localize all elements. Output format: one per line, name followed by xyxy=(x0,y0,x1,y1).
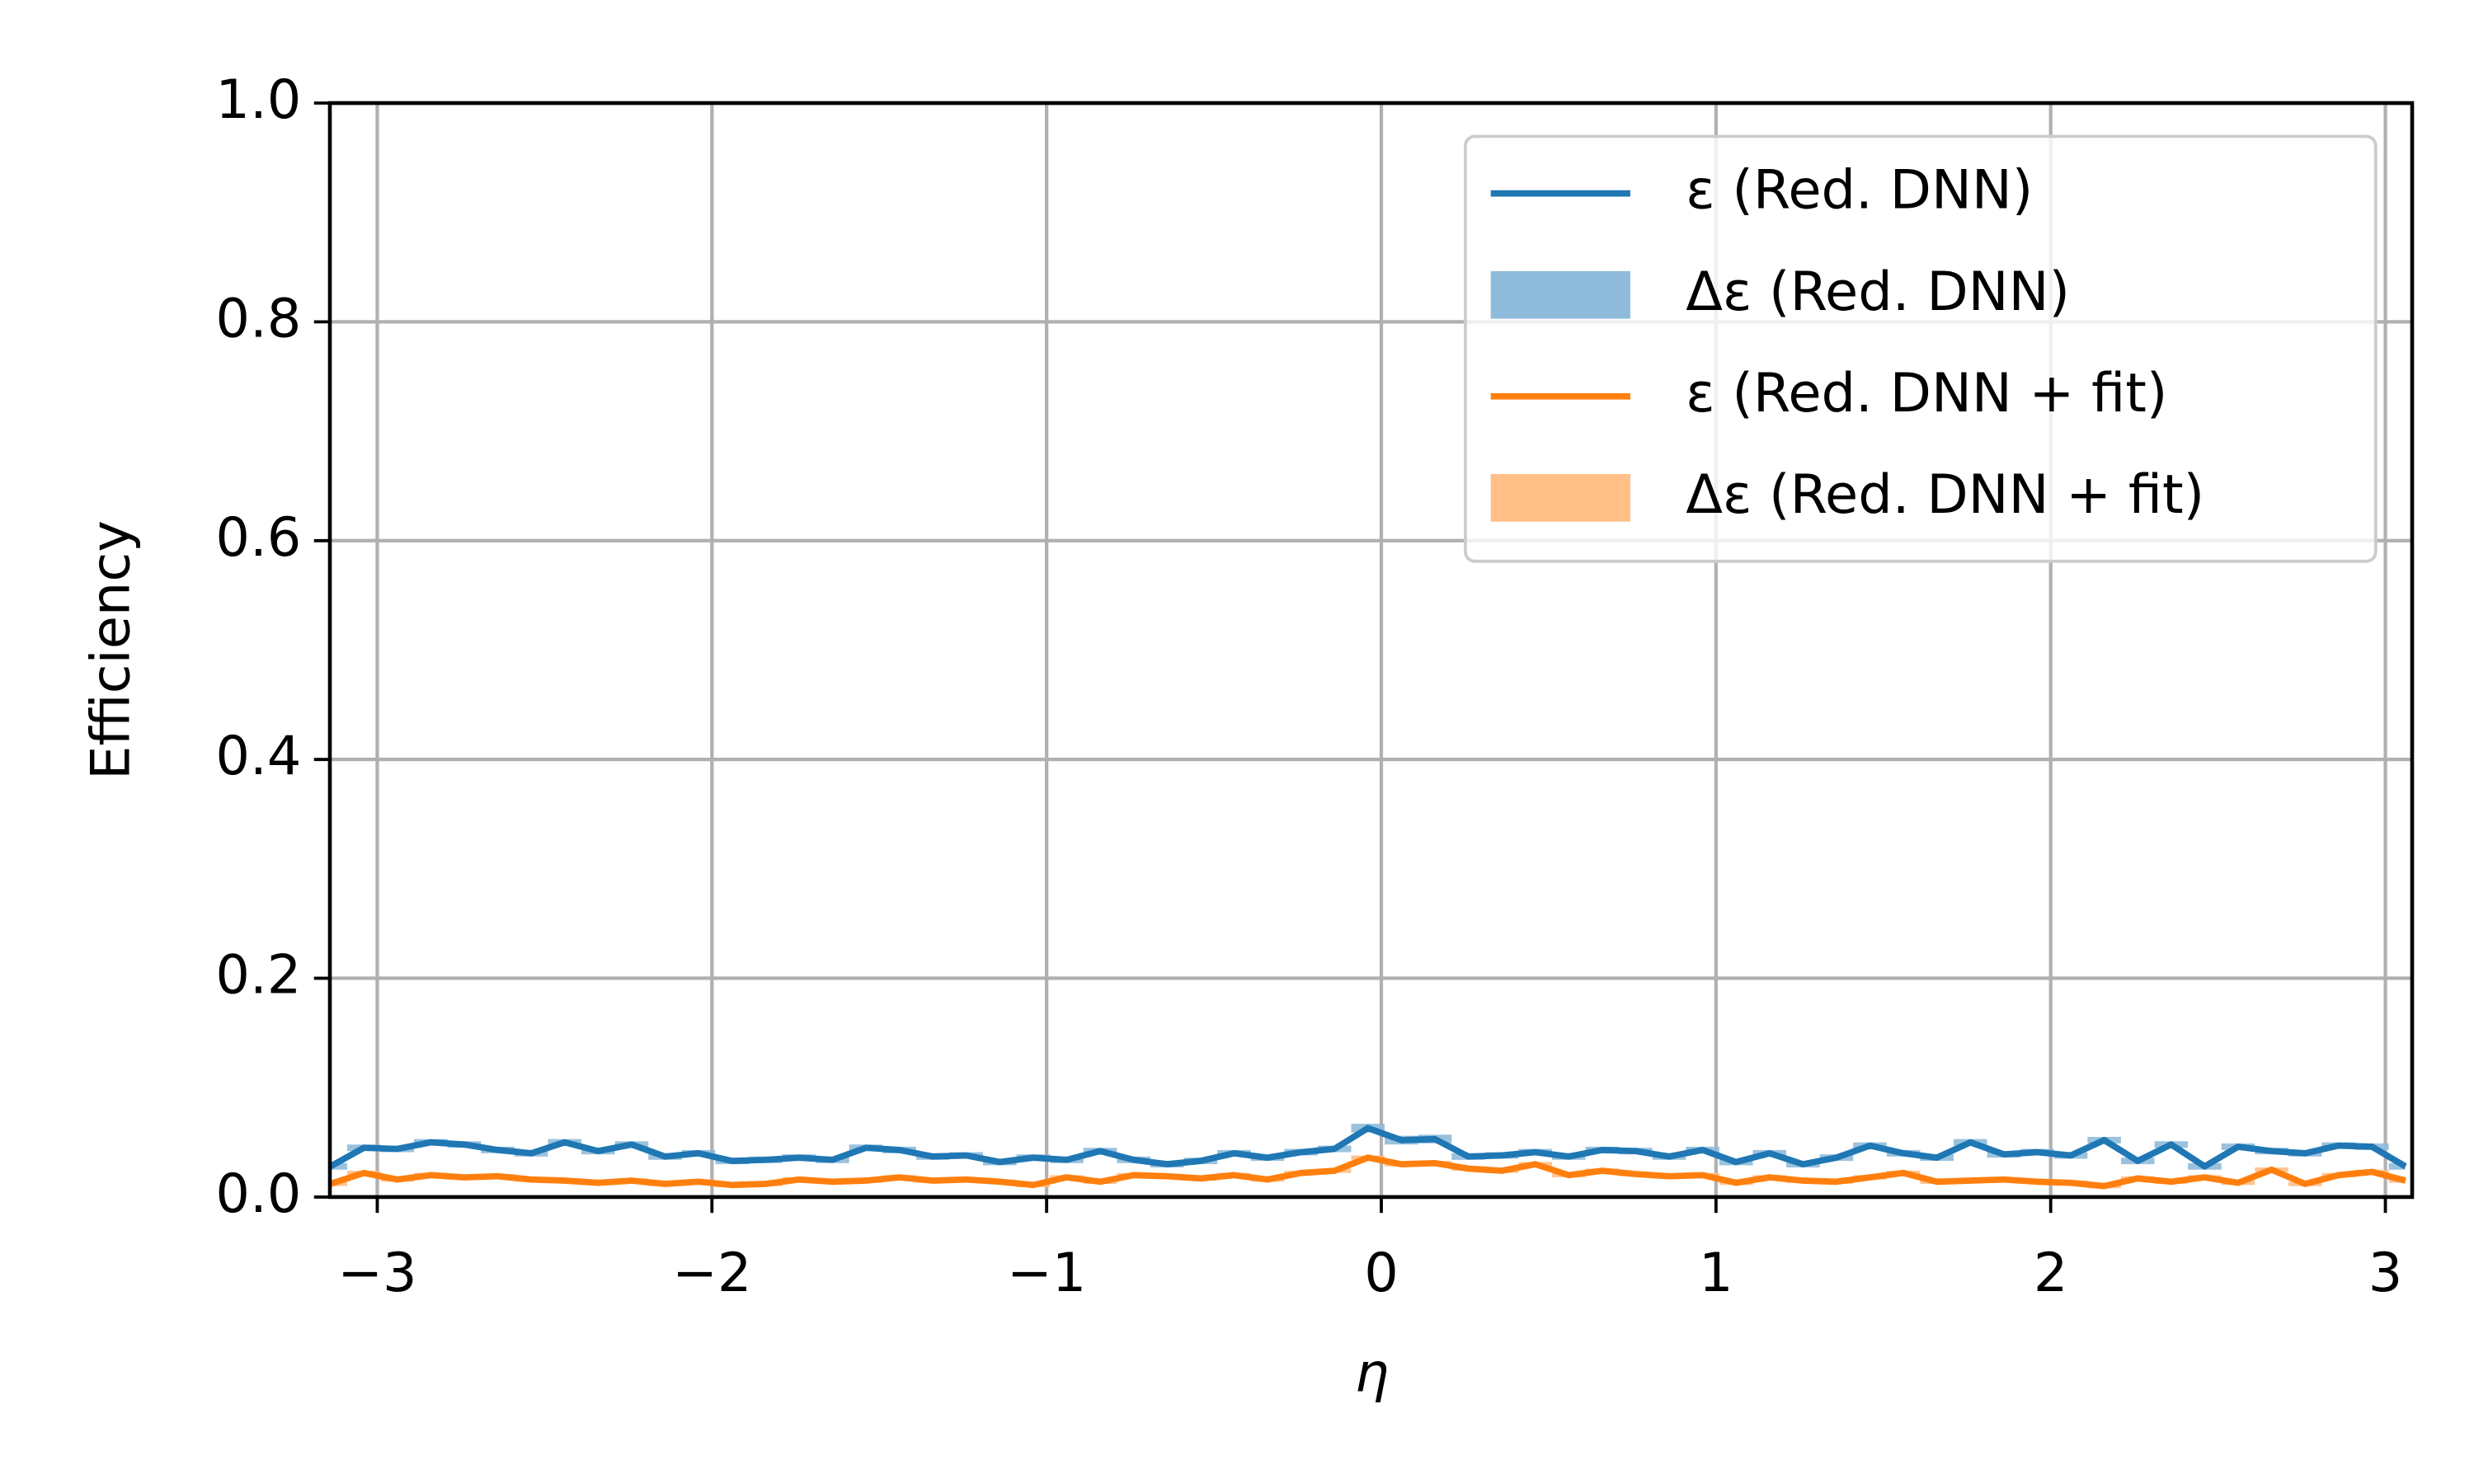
legend-band xyxy=(1490,270,1630,319)
error-band xyxy=(2388,1162,2406,1170)
x-tick-label: 3 xyxy=(2368,1242,2403,1304)
y-tick-label: 0.0 xyxy=(215,1162,301,1225)
x-tick-label: 0 xyxy=(1364,1242,1399,1304)
legend-band xyxy=(1490,474,1630,522)
legend-label: Δε (Red. DNN) xyxy=(1686,261,2070,323)
x-tick-label: 2 xyxy=(2034,1242,2068,1304)
legend-label: ε (Red. DNN + fit) xyxy=(1686,362,2167,425)
y-tick-label: 0.6 xyxy=(215,506,301,569)
legend-label: ε (Red. DNN) xyxy=(1686,159,2033,222)
y-tick-label: 0.2 xyxy=(215,944,301,1007)
error-band xyxy=(330,1162,347,1170)
x-tick-label: −3 xyxy=(337,1242,416,1304)
y-tick-label: 0.4 xyxy=(215,725,301,787)
data-line xyxy=(330,1154,2406,1190)
series-group xyxy=(330,1124,2407,1190)
y-axis-label: Efficiency xyxy=(80,520,143,780)
data-line xyxy=(330,1125,2407,1170)
x-axis-label: η xyxy=(1355,1341,1389,1404)
x-tick-label: −2 xyxy=(672,1242,751,1304)
y-tick-label: 0.8 xyxy=(215,287,301,350)
x-tick-label: 1 xyxy=(1699,1242,1733,1304)
y-tick-label: 1.0 xyxy=(215,68,301,131)
legend-label: Δε (Red. DNN + fit) xyxy=(1686,463,2204,526)
x-tick-label: −1 xyxy=(1007,1242,1086,1304)
legend-box xyxy=(1464,134,2378,563)
legend: ε (Red. DNN) Δε (Red. DNN) ε (Red. DNN + f… xyxy=(1464,134,2378,563)
axes-frame xyxy=(327,101,2415,1200)
plot-area: −3 −2 −1 0 1 2 3 0.0 0.2 0.4 0.6 0.8 1.0 ε (Red. DNN)… xyxy=(215,68,2415,1304)
